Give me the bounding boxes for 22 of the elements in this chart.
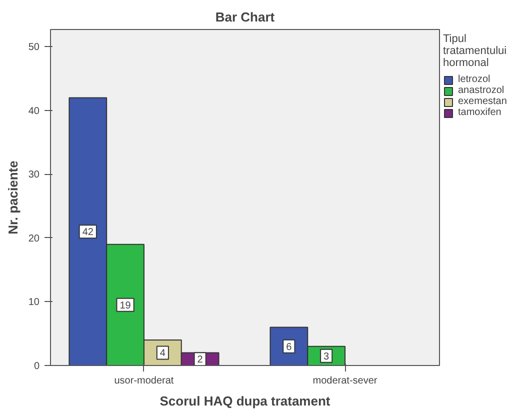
legend-label: tamoxifen: [458, 107, 502, 118]
legend-title: Tipul tratamentului hormonal: [443, 33, 507, 69]
y-tick-label: 50: [28, 42, 40, 54]
y-tick-label: 10: [28, 297, 40, 308]
data-label: 42: [82, 227, 94, 238]
y-tick-label: 20: [28, 233, 40, 244]
x-axis-title: Scorul HAQ dupa tratament: [160, 394, 331, 408]
y-tick-label: 30: [28, 170, 40, 181]
legend-label: anastrozol: [458, 85, 504, 96]
legend-label: exemestan: [458, 96, 507, 107]
legend-label: letrozol: [458, 74, 490, 85]
data-label: 19: [120, 300, 132, 312]
chart-title: Bar Chart: [215, 10, 276, 24]
data-label: 6: [286, 342, 292, 353]
data-label: 3: [324, 351, 330, 362]
data-label: 2: [197, 354, 204, 366]
data-label: 4: [160, 348, 166, 360]
x-tick-label: moderat-sever: [312, 376, 378, 386]
y-axis-title: Nr. paciente: [5, 160, 20, 234]
x-tick-label: usor-moderat: [114, 376, 174, 386]
y-tick-label: 0: [34, 361, 40, 372]
y-tick-label: 40: [28, 106, 40, 117]
